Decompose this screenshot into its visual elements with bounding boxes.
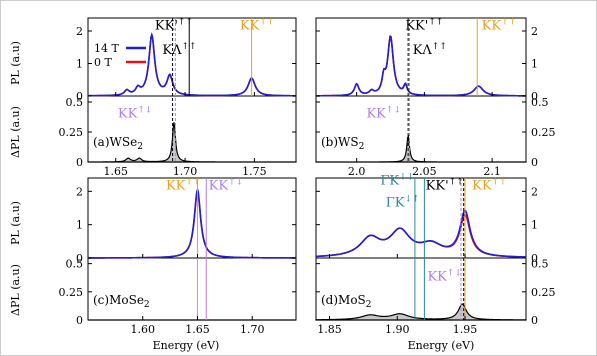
- dpl-y-tick-label: 0.5: [66, 96, 84, 109]
- pl-y-tick-label: 0: [531, 90, 538, 103]
- transition-label: KK↑↑: [472, 178, 507, 194]
- x-tick-label: 1.65: [103, 165, 128, 178]
- dpl-area: [87, 122, 297, 163]
- dpl-y-tick-label: 0: [531, 156, 538, 169]
- pl-line-14T: [88, 187, 296, 259]
- panel-2: 1.60 1.65 1.70 0 1 2 0 0.25 0.5 (c)MoSe2 KK↑↑ KK↑↓: [59, 177, 297, 336]
- x-tick-label: 1.95: [453, 323, 478, 336]
- x-tick-label: 1.60: [130, 323, 155, 336]
- transition-label: KK↑↓: [209, 178, 244, 194]
- panel-label: (c)MoSe2: [93, 293, 150, 310]
- x-axis-label-right: Energy (eV): [408, 339, 475, 352]
- pl-y-tick-label: 0: [76, 90, 83, 103]
- dpl-y-tick-label: 0: [531, 314, 538, 327]
- transition-label: KK↑↓: [427, 269, 462, 285]
- pl-y-tick-label: 2: [531, 185, 538, 198]
- transition-label: KK↑↑: [166, 178, 201, 194]
- pl-y-tick-label: 0: [531, 252, 538, 265]
- pl-y-tick-label: 1: [531, 58, 538, 71]
- panels: 1.65 1.70 1.75 0 1 2 0 0.25 0.5 (a)WSe2 KK'↑↑ KΛ↑↑ K…: [59, 17, 556, 336]
- panel-label: (d)MoS2: [321, 293, 372, 310]
- pl-y-tick-label: 2: [76, 185, 83, 198]
- transition-label: KΛ↑↑: [162, 42, 196, 58]
- dpl-area: [315, 303, 527, 321]
- x-tick-label: 2.1: [483, 165, 501, 178]
- x-tick-label: 1.65: [185, 323, 210, 336]
- x-tick-label: 1.70: [240, 323, 265, 336]
- transition-label: ΓK↓↑: [386, 194, 420, 210]
- x-tick-label: 2.0: [348, 165, 366, 178]
- dpl-y-tick-label: 0.25: [59, 126, 84, 139]
- y-axis-label-dpl-top: ΔPL (a.u): [9, 106, 22, 158]
- x-tick-label: 1.85: [317, 323, 342, 336]
- y-axis-label-pl-top: PL (a.u): [9, 41, 22, 85]
- pl-y-tick-label: 1: [76, 219, 83, 232]
- x-tick-label: 1.90: [385, 323, 410, 336]
- pl-y-tick-label: 0: [76, 252, 83, 265]
- dpl-y-tick-label: 0.5: [531, 96, 549, 109]
- transition-label: KK'↑↑: [155, 17, 193, 33]
- panel-label: (a)WSe2: [93, 135, 143, 152]
- transition-label: KK'↑↑: [426, 178, 464, 194]
- legend-label: 14 T: [94, 42, 119, 55]
- dpl-y-tick-label: 0.25: [531, 286, 556, 299]
- x-axis-label-left: Energy (eV): [153, 339, 220, 352]
- legend-label: 0 T: [94, 56, 112, 69]
- x-tick-label: 2.05: [412, 165, 437, 178]
- dpl-y-tick-label: 0: [76, 314, 83, 327]
- x-tick-label: 1.75: [242, 165, 267, 178]
- transition-label: KΛ↑↑: [413, 42, 447, 58]
- pl-y-tick-label: 2: [531, 25, 538, 38]
- pl-y-tick-label: 1: [531, 219, 538, 232]
- panel-0: 1.65 1.70 1.75 0 1 2 0 0.25 0.5 (a)WSe2 KK'↑↑ KΛ↑↑ K…: [59, 17, 297, 178]
- panel-label: (b)WS2: [321, 135, 364, 152]
- transition-label: KK↑↑: [482, 17, 517, 33]
- panel-3: 1.85 1.90 1.95 0 1 2 0 0.25 0.5 (d)MoS2 ΓK↓↓ ΓK↓↑ KK…: [315, 173, 556, 336]
- pl-line-14T: [88, 32, 296, 97]
- x-tick-label: 1.70: [173, 165, 198, 178]
- transition-label: KK'↑↑: [405, 17, 443, 33]
- pl-line-14T: [316, 35, 527, 97]
- dpl-y-tick-label: 0.5: [531, 258, 549, 271]
- dpl-y-tick-label: 0.25: [531, 126, 556, 139]
- transition-label: ΓK↓↓: [380, 173, 414, 189]
- pl-y-tick-label: 2: [76, 25, 83, 38]
- dpl-y-tick-label: 0.5: [66, 258, 84, 271]
- y-axis-label-pl-bottom: PL (a.u): [9, 201, 22, 245]
- pl-line-14T: [315, 209, 527, 258]
- transition-label: KK↑↑: [240, 17, 275, 33]
- dpl-y-tick-label: 0: [76, 156, 83, 169]
- transition-label: KK↑↓: [366, 106, 401, 122]
- y-axis-label-dpl-bottom: ΔPL (a.u): [9, 264, 22, 316]
- transition-label: KK↑↓: [118, 106, 153, 122]
- pl-y-tick-label: 1: [76, 58, 83, 71]
- panel-1: 2.0 2.05 2.1 0 1 2 0 0.25 0.5 (b)WS2 KK'↑↑ KΛ↑↑ KK↑↑…: [315, 17, 556, 178]
- dpl-y-tick-label: 0.25: [59, 286, 84, 299]
